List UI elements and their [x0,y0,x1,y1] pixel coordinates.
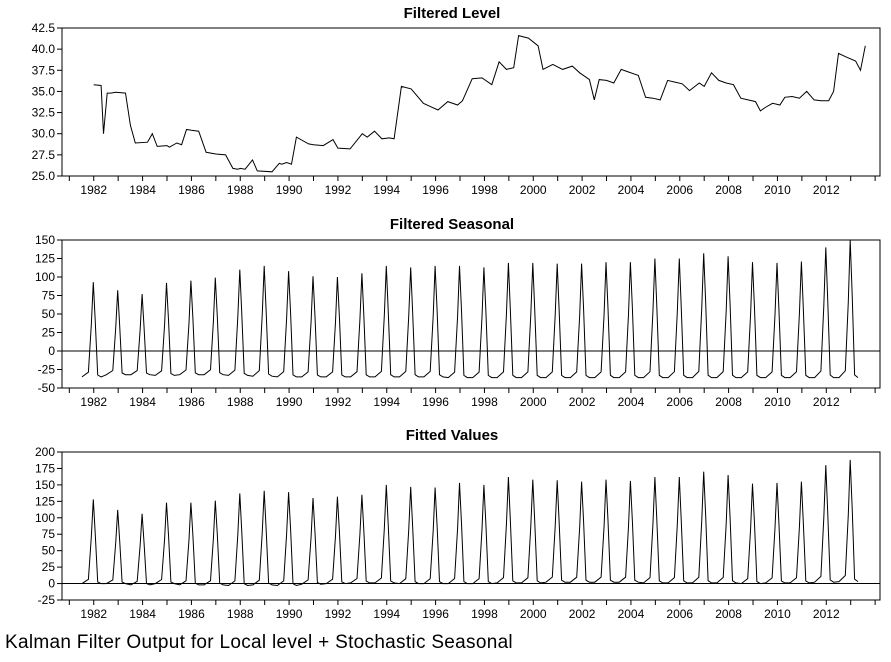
y-tick-label: 25 [42,560,56,574]
x-tick-label: 1992 [325,607,352,621]
filtered-seasonal-panel: Filtered Seasonal -50 -25 0 25 50 75 100 125 150 1… [35,216,881,409]
x-tick-label: 2010 [764,395,791,409]
x-tick-label: 2000 [520,395,547,409]
y-tick-label: 150 [35,478,55,492]
y-tick-label: 125 [35,252,55,266]
series-line [93,34,866,173]
series-line [81,459,859,587]
x-tick-label: 2002 [569,607,596,621]
x-tick-label: 1988 [227,183,254,197]
x-tick-label: 2002 [569,183,596,197]
y-tick-label: 37.5 [32,63,56,77]
series-line [81,239,859,379]
y-tick-label: 42.5 [32,21,56,35]
x-tick-label: 2000 [520,607,547,621]
x-tick-label: 1996 [422,395,449,409]
y-tick-label: 40.0 [32,42,56,56]
x-tick-label: 2006 [666,395,693,409]
x-tick-label: 2008 [715,183,742,197]
y-tick-label: 125 [35,494,55,508]
y-tick-label: 75 [42,527,56,541]
panel-title: Filtered Seasonal [390,216,514,233]
y-tick-label: 25 [42,326,56,340]
x-tick-label: 1984 [129,607,156,621]
y-tick-label: 50 [42,544,56,558]
x-tick-label: 1984 [129,395,156,409]
filtered-level-panel: Filtered Level 25.0 27.5 30.0 32.5 35.0 37.5 40… [32,5,881,197]
x-tick-label: 2004 [618,607,645,621]
y-tick-label: -25 [38,593,56,607]
y-tick-label: 32.5 [32,106,56,120]
y-tick-label: -25 [38,363,56,377]
x-tick-label: 1996 [422,183,449,197]
x-tick-label: 1990 [276,607,303,621]
y-tick-label: 200 [35,445,55,459]
y-tick-label: 50 [42,307,56,321]
panel-title: Fitted Values [406,427,499,444]
x-tick-label: 2004 [618,395,645,409]
x-tick-label: 1998 [471,607,498,621]
y-tick-label: 0 [48,344,55,358]
y-tick-label: 175 [35,461,55,475]
y-tick-label: 30.0 [32,127,56,141]
x-tick-label: 1982 [80,607,107,621]
x-tick-label: 1988 [227,607,254,621]
fitted-values-panel: Fitted Values -25 0 25 50 75 100 125 150 175 200 19… [35,427,881,621]
x-tick-label: 1986 [178,183,205,197]
panel-title: Filtered Level [404,5,501,22]
x-tick-label: 2000 [520,183,547,197]
x-tick-label: 1990 [276,395,303,409]
figure-caption: Kalman Filter Output for Local level + S… [5,632,513,653]
y-tick-label: 100 [35,270,55,284]
x-tick-label: 1992 [325,183,352,197]
x-tick-label: 2002 [569,395,596,409]
x-tick-label: 2012 [813,607,840,621]
y-tick-label: 35.0 [32,84,56,98]
plot-frame [61,451,881,601]
x-tick-label: 2006 [666,607,693,621]
y-tick-label: 27.5 [32,148,56,162]
x-tick-label: 2008 [715,395,742,409]
x-tick-label: 1984 [129,183,156,197]
x-tick-label: 1996 [422,607,449,621]
plot-frame [61,27,881,177]
y-tick-label: 0 [48,577,55,591]
y-tick-label: 75 [42,289,56,303]
y-tick-label: -50 [38,381,56,395]
x-tick-label: 1990 [276,183,303,197]
x-tick-label: 1982 [80,183,107,197]
plot-frame [61,239,881,389]
y-tick-label: 25.0 [32,169,56,183]
x-tick-label: 1988 [227,395,254,409]
x-tick-label: 1986 [178,607,205,621]
x-tick-label: 1994 [373,395,400,409]
y-tick-label: 150 [35,233,55,247]
x-tick-label: 1982 [80,395,107,409]
x-tick-label: 2008 [715,607,742,621]
x-tick-label: 1998 [471,183,498,197]
x-tick-label: 1992 [325,395,352,409]
y-tick-label: 100 [35,511,55,525]
x-tick-label: 2012 [813,183,840,197]
x-tick-label: 2004 [618,183,645,197]
x-tick-label: 1998 [471,395,498,409]
x-tick-label: 2012 [813,395,840,409]
x-tick-label: 2010 [764,607,791,621]
x-tick-label: 1994 [373,183,400,197]
x-tick-label: 2006 [666,183,693,197]
x-tick-label: 1986 [178,395,205,409]
x-tick-label: 2010 [764,183,791,197]
x-tick-label: 1994 [373,607,400,621]
